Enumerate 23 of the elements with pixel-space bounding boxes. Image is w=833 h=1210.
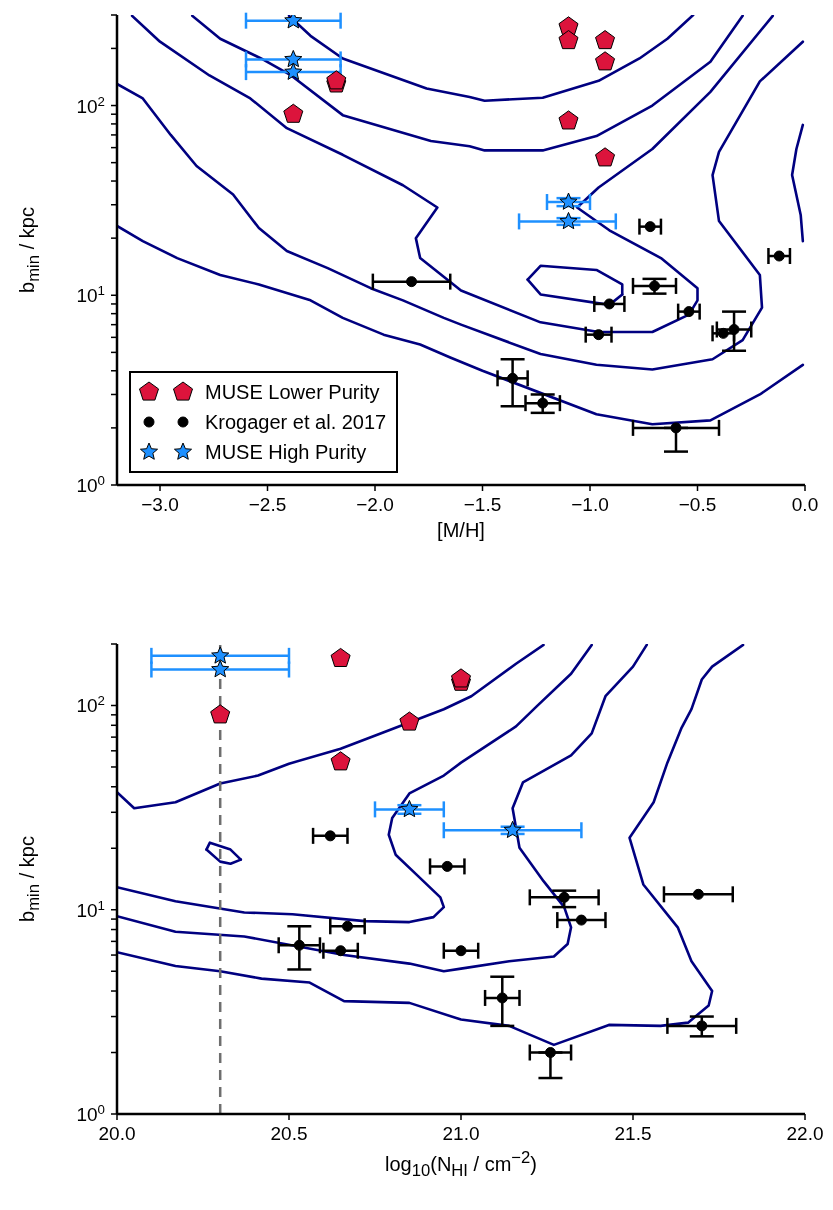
x-tick-label: 20.0 — [98, 1123, 136, 1144]
y-tick-label: 10$^{0}$ — [76, 472, 105, 496]
x-tick-label: −1.0 — [571, 494, 609, 515]
y-tick-label: 10$^{2}$ — [76, 93, 105, 117]
y-tick-label: 10$^{1}$ — [76, 282, 105, 307]
x-tick-label: −2.5 — [248, 494, 287, 515]
x-tick-label: −2.0 — [356, 494, 394, 515]
x-tick-label: 0.0 — [791, 494, 819, 515]
x-tick-label: 20.5 — [270, 1123, 308, 1144]
x-axis-title: log$_{10}$(N$_{HI}$ / cm$^{−2}$) — [384, 1148, 538, 1181]
legend-label: MUSE High Purity — [205, 440, 367, 464]
y-tick-label: 10$^{0}$ — [76, 1101, 105, 1125]
legend-label: MUSE Lower Purity — [205, 380, 380, 404]
x-tick-label: −3.0 — [141, 494, 179, 515]
x-tick-label: 21.0 — [442, 1123, 480, 1144]
legend-label: Krogager et al. 2017 — [205, 410, 387, 434]
x-tick-label: 21.5 — [614, 1123, 652, 1144]
y-tick-label: 10$^{1}$ — [76, 897, 105, 921]
x-tick-label: −1.5 — [463, 494, 502, 515]
y-tick-label: 10$^{2}$ — [76, 692, 105, 717]
x-axis-title: [M/H] — [436, 519, 486, 542]
x-tick-label: 22.0 — [786, 1123, 824, 1144]
x-tick-label: −0.5 — [678, 494, 717, 515]
